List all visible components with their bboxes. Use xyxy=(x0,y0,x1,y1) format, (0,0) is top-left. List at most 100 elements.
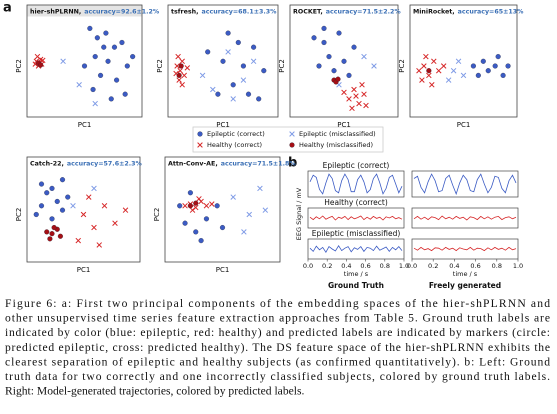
point xyxy=(187,203,193,209)
plot-header xyxy=(410,5,517,17)
point xyxy=(240,77,247,83)
point xyxy=(361,53,367,60)
point xyxy=(215,91,221,97)
point xyxy=(101,203,108,209)
legend-marker xyxy=(289,142,295,148)
title-part: accuracy=68.1±3.3% xyxy=(202,9,278,16)
point xyxy=(219,225,226,231)
x-tick-label: 0.4 xyxy=(449,262,459,270)
point xyxy=(346,72,352,78)
point xyxy=(114,77,120,83)
point xyxy=(57,233,63,239)
point xyxy=(176,72,182,78)
y-axis-label: PC2 xyxy=(153,208,161,222)
title-part: Attn-Conv-AE, xyxy=(168,161,218,168)
point xyxy=(470,63,476,69)
point xyxy=(38,62,44,68)
point xyxy=(177,203,183,209)
x-tick-label: 0.0 xyxy=(303,262,313,270)
point xyxy=(421,63,427,69)
title-part: accuracy=71.5±2.2% xyxy=(326,9,402,16)
point xyxy=(60,58,66,65)
point xyxy=(85,194,92,200)
plot-header xyxy=(27,5,142,17)
x-tick-label: 0.4 xyxy=(341,262,351,270)
point xyxy=(177,67,183,74)
title-part: accuracy=65±13% xyxy=(458,9,524,16)
x-tick-label: 0.2 xyxy=(428,262,438,270)
point xyxy=(94,35,100,41)
eeg-trace xyxy=(309,245,403,253)
title-part: Catch-22, xyxy=(30,161,64,168)
x-axis-label: PC1 xyxy=(77,266,91,274)
point xyxy=(426,72,432,79)
point xyxy=(75,237,82,244)
point xyxy=(505,63,511,69)
point xyxy=(51,225,57,231)
point xyxy=(435,67,442,74)
legend-label: Healthy (correct) xyxy=(207,141,262,149)
x-tick-label: 0.6 xyxy=(470,262,480,270)
point xyxy=(81,63,88,69)
point xyxy=(108,96,114,102)
title-part: ROCKET, xyxy=(293,9,323,16)
point xyxy=(475,72,481,78)
point xyxy=(500,72,506,78)
point xyxy=(178,63,184,69)
plot-title: MiniRocket, accuracy=65±13% xyxy=(413,9,524,16)
point xyxy=(262,207,269,213)
point xyxy=(203,216,210,222)
point xyxy=(361,91,367,97)
point xyxy=(174,63,180,69)
point xyxy=(92,54,98,60)
point xyxy=(90,86,96,93)
point xyxy=(336,30,342,36)
point xyxy=(440,63,447,69)
eeg-trace xyxy=(309,173,403,195)
y-axis-label: EEG Signal / mV xyxy=(295,187,303,240)
point xyxy=(246,211,253,218)
plot-header xyxy=(168,5,278,17)
x-tick-label: 0.8 xyxy=(380,262,390,270)
point xyxy=(111,44,118,50)
point xyxy=(193,229,199,235)
point xyxy=(91,185,97,192)
caption-line: Figure 6: a: First two principal compone… xyxy=(5,297,550,310)
x-axis-label: PC1 xyxy=(216,266,230,274)
plot-title: Catch-22, accuracy=57.6±2.3% xyxy=(30,161,143,168)
title-part: accuracy=71.5±1.8% xyxy=(221,161,297,168)
point xyxy=(54,198,60,205)
point xyxy=(426,68,432,74)
point xyxy=(431,58,437,65)
plot-frame xyxy=(164,156,281,263)
plot-frame xyxy=(409,4,518,118)
eeg-trace xyxy=(413,246,517,252)
point xyxy=(40,57,46,64)
point xyxy=(230,194,236,200)
point xyxy=(112,220,118,226)
point xyxy=(251,44,257,50)
legend-label: Epileptic (misclassified) xyxy=(299,130,376,138)
point xyxy=(101,44,107,50)
eeg-trace xyxy=(309,215,403,221)
point xyxy=(70,203,76,209)
point xyxy=(416,67,422,74)
point xyxy=(203,203,210,209)
y-axis-label: PC2 xyxy=(15,59,23,73)
title-part: MiniRocket, xyxy=(413,9,455,16)
point xyxy=(250,58,257,65)
point xyxy=(80,211,87,218)
plot-title: Attn-Conv-AE, accuracy=71.5±1.8% xyxy=(168,161,296,168)
point xyxy=(33,211,39,218)
point xyxy=(230,96,236,102)
panel-label: b xyxy=(288,156,297,171)
point xyxy=(179,82,185,88)
point xyxy=(363,102,369,109)
point xyxy=(225,30,231,36)
point xyxy=(119,39,125,46)
point xyxy=(245,91,252,97)
point xyxy=(65,194,71,200)
legend-label: Epileptic (correct) xyxy=(207,130,265,138)
